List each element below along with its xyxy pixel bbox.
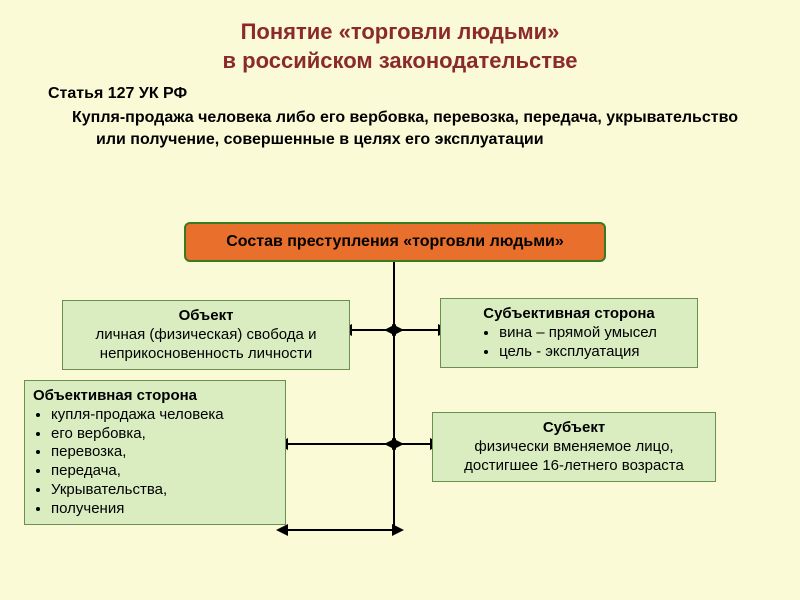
node-subjective-list: вина – прямой умысел цель - эксплуатация: [481, 324, 657, 362]
node-subjective-title: Субъективная сторона: [449, 305, 689, 324]
title-line-1: Понятие «торговли людьми»: [20, 18, 780, 47]
intro-heading: Статья 127 УК РФ: [48, 85, 752, 103]
list-item: вина – прямой умысел: [499, 324, 657, 343]
node-subjective-side: Субъективная сторона вина – прямой умысе…: [440, 298, 698, 368]
title-line-2: в российском законодательстве: [20, 47, 780, 76]
root-node: Состав преступления «торговли людьми»: [184, 222, 606, 262]
list-item: Укрывательства,: [51, 481, 277, 500]
list-item: получения: [51, 500, 277, 519]
list-item: его вербовка,: [51, 425, 277, 444]
node-object-line1: личная (физическая) свобода и: [71, 326, 341, 345]
root-label: Состав преступления «торговли людьми»: [226, 233, 564, 251]
node-subject-line2: достигшее 16-летнего возраста: [441, 457, 707, 476]
page-title-block: Понятие «торговли людьми» в российском з…: [0, 0, 800, 85]
list-item: перевозка,: [51, 443, 277, 462]
node-subject-line1: физически вменяемое лицо,: [441, 438, 707, 457]
node-objective-side: Объективная сторона купля-продажа челове…: [24, 380, 286, 525]
list-item: купля-продажа человека: [51, 406, 277, 425]
node-object-title: Объект: [71, 307, 341, 326]
node-object: Объект личная (физическая) свобода и неп…: [62, 300, 350, 370]
list-item: передача,: [51, 462, 277, 481]
node-objective-list: купля-продажа человека его вербовка, пер…: [33, 406, 277, 519]
intro-block: Статья 127 УК РФ Купля-продажа человека …: [0, 85, 800, 150]
node-objective-title: Объективная сторона: [33, 387, 277, 406]
node-object-line2: неприкосновенность личности: [71, 345, 341, 364]
node-subject: Субъект физически вменяемое лицо, достиг…: [432, 412, 716, 482]
intro-body: Купля-продажа человека либо его вербовка…: [96, 107, 752, 150]
node-subject-title: Субъект: [441, 419, 707, 438]
list-item: цель - эксплуатация: [499, 343, 657, 362]
